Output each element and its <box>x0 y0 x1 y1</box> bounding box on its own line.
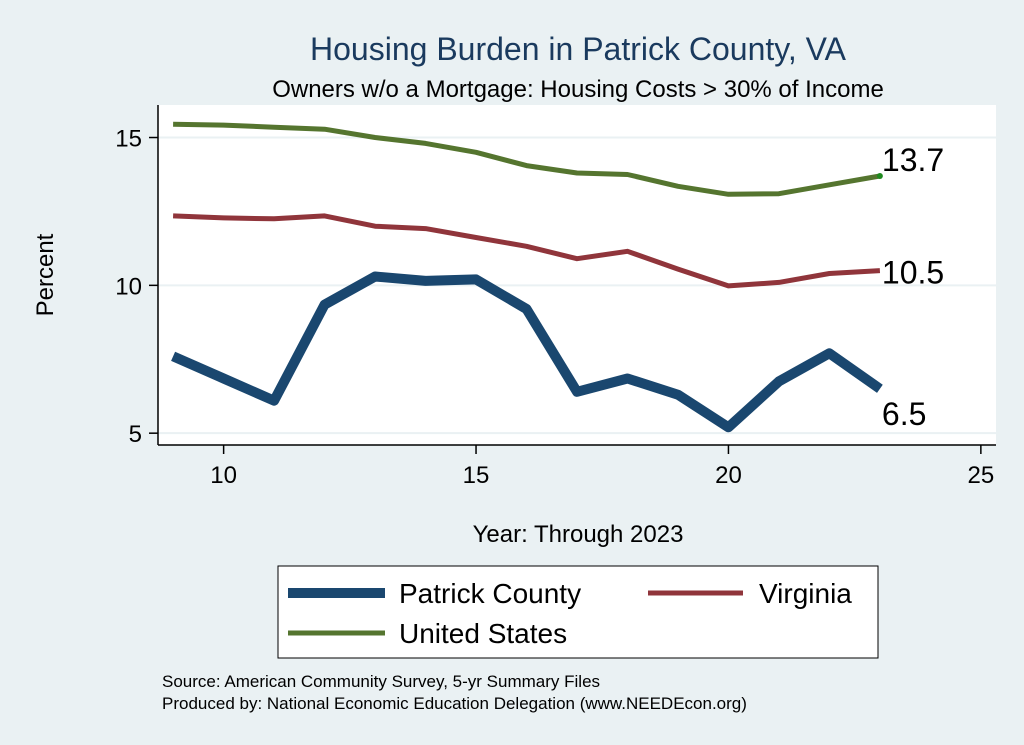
chart-subtitle: Owners w/o a Mortgage: Housing Costs > 3… <box>272 76 884 103</box>
end-label-patrick-county: 6.5 <box>882 396 926 432</box>
x-tick-label-25: 25 <box>968 462 995 489</box>
grid-lines <box>158 136 996 435</box>
legend-box <box>277 565 879 659</box>
series-line-patrick-county <box>171 271 883 433</box>
x-tick-label-20: 20 <box>715 462 742 489</box>
x-axis-title: Year: Through 2023 <box>473 521 684 548</box>
series-layer <box>171 121 883 433</box>
y-tick-label-15: 15 <box>115 126 142 153</box>
y-axis-title: Percent <box>32 233 59 316</box>
series-line-virginia <box>173 213 881 289</box>
end-labels: 6.5 10.5 13.7 <box>882 142 944 432</box>
legend: Patrick County Virginia United States <box>277 565 879 659</box>
legend-label-united-states: United States <box>399 618 567 649</box>
axes: 5 10 15 10 15 20 25 <box>115 105 996 489</box>
y-tick-label-5: 5 <box>129 421 142 448</box>
end-label-virginia: 10.5 <box>882 255 944 291</box>
producer-note: Produced by: National Economic Education… <box>162 694 747 713</box>
end-point-united-states <box>876 172 883 179</box>
chart-title: Housing Burden in Patrick County, VA <box>310 31 847 67</box>
y-tick-label-10: 10 <box>115 273 142 300</box>
x-tick-label-15: 15 <box>463 462 490 489</box>
x-tick-label-10: 10 <box>210 462 237 489</box>
end-label-united-states: 13.7 <box>882 142 944 178</box>
series-line-united-states <box>173 121 881 197</box>
source-note: Source: American Community Survey, 5-yr … <box>162 672 600 691</box>
legend-label-patrick-county: Patrick County <box>399 578 581 609</box>
legend-label-virginia: Virginia <box>759 578 852 609</box>
